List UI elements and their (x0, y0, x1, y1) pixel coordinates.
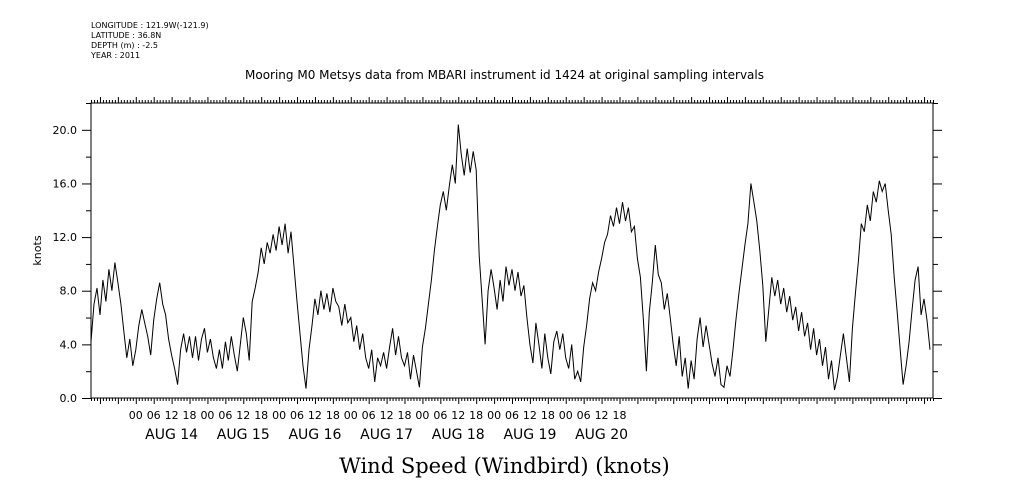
x-day-label: AUG 15 (217, 427, 270, 443)
x-hour-label: 00 (559, 409, 573, 422)
plot-frame (90, 102, 934, 399)
x-hour-label: 18 (183, 409, 197, 422)
y-tick-label: 8.0 (60, 285, 78, 298)
x-hour-label: 06 (362, 409, 376, 422)
x-hour-label: 12 (451, 409, 465, 422)
x-hour-label: 12 (308, 409, 322, 422)
x-hour-label: 00 (272, 409, 286, 422)
x-hour-label: 18 (469, 409, 483, 422)
year-text: YEAR : 2011 (91, 51, 141, 60)
x-axis-label: Wind Speed (Windbird) (knots) (339, 454, 670, 478)
x-hour-label: 12 (595, 409, 609, 422)
y-axis-label: knots (31, 235, 44, 265)
x-hour-label: 06 (505, 409, 519, 422)
x-day-label: AUG 18 (432, 427, 485, 443)
x-hour-label: 12 (380, 409, 394, 422)
x-day-label: AUG 16 (288, 427, 341, 443)
x-hour-label: 00 (415, 409, 429, 422)
y-tick-label: 0.0 (60, 392, 78, 405)
x-hour-label: 18 (326, 409, 340, 422)
x-day-label: AUG 14 (145, 427, 198, 443)
metadata-block: LONGITUDE : 121.9W(-121.9) LATITUDE : 36… (91, 21, 209, 61)
x-hour-label: 00 (129, 409, 143, 422)
y-tick-label: 20.0 (53, 124, 78, 137)
x-hour-label: 00 (487, 409, 501, 422)
latitude-text: LATITUDE : 36.8N (91, 31, 162, 40)
x-hour-label: 12 (236, 409, 250, 422)
y-tick-label: 12.0 (53, 231, 78, 244)
x-hour-label: 12 (165, 409, 179, 422)
x-day-label: AUG 17 (360, 427, 413, 443)
y-tick-label: 4.0 (60, 338, 78, 351)
x-hour-label: 00 (200, 409, 214, 422)
x-hour-label: 06 (290, 409, 304, 422)
x-hour-label: 06 (147, 409, 161, 422)
x-day-label: AUG 19 (503, 427, 556, 443)
depth-text: DEPTH (m) : -2.5 (91, 41, 158, 50)
chart-title: Mooring M0 Metsys data from MBARI instru… (245, 68, 764, 82)
x-day-label: AUG 20 (575, 427, 628, 443)
y-tick-label: 16.0 (53, 177, 78, 190)
x-hour-label: 06 (433, 409, 447, 422)
x-hour-label: 18 (398, 409, 412, 422)
x-hour-label: 00 (344, 409, 358, 422)
x-hour-label: 18 (541, 409, 555, 422)
x-hour-label: 06 (577, 409, 591, 422)
x-hour-label: 18 (612, 409, 626, 422)
series-line (90, 124, 931, 391)
longitude-text: LONGITUDE : 121.9W(-121.9) (91, 21, 209, 30)
x-hour-label: 06 (218, 409, 232, 422)
x-hour-label: 12 (523, 409, 537, 422)
x-hour-label: 18 (254, 409, 268, 422)
